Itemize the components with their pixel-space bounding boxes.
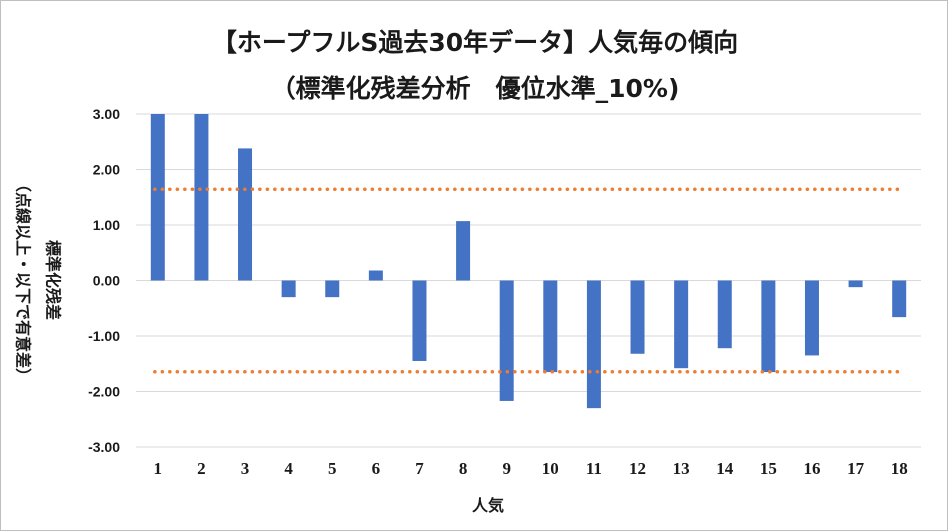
bar (804, 280, 819, 356)
bar (456, 221, 471, 281)
bar (281, 280, 296, 298)
x-tick-label: 1 (154, 459, 163, 478)
x-tick-label: 8 (459, 459, 468, 478)
x-tick-label: 16 (803, 459, 820, 478)
bar (325, 280, 340, 298)
x-tick-label: 6 (372, 459, 381, 478)
x-tick-labels: 1 2 3 4 5 6 7 8 9 10 11 12 13 14 15 16 17 18 (154, 459, 908, 478)
chart-title: 【ホープフルS過去30年データ】人気毎の傾向 (212, 28, 738, 57)
y-tick-label: 3.00 (93, 106, 120, 122)
bar (674, 280, 689, 369)
x-tick-label: 5 (328, 459, 337, 478)
y-tick-labels: 3.00 2.00 1.00 0.00 -1.00 -2.00 -3.00 (88, 106, 120, 455)
x-tick-label: 9 (502, 459, 511, 478)
bar (630, 280, 645, 354)
bar (368, 270, 383, 281)
bar (150, 114, 165, 281)
y-tick-label: 1.00 (93, 217, 120, 233)
significance-lines (153, 187, 904, 374)
bars (150, 114, 907, 409)
y-axis-label: 標準化残差 (44, 240, 63, 320)
bar (543, 280, 558, 373)
x-tick-label: 4 (284, 459, 293, 478)
bar (194, 114, 209, 281)
x-tick-label: 10 (542, 459, 559, 478)
x-tick-label: 3 (241, 459, 250, 478)
bar (892, 280, 907, 318)
x-tick-label: 18 (891, 459, 908, 478)
x-tick-label: 17 (847, 459, 865, 478)
y-tick-label: -1.00 (88, 328, 120, 344)
bar (761, 280, 776, 373)
gridlines (136, 113, 921, 448)
x-tick-label: 12 (629, 459, 646, 478)
y-tick-label: -2.00 (88, 384, 120, 400)
bar (412, 280, 427, 361)
bar (238, 148, 253, 281)
y-tick-label: 2.00 (93, 162, 120, 178)
y-tick-label: -3.00 (88, 439, 120, 455)
x-tick-label: 7 (415, 459, 424, 478)
chart-subtitle: （標準化残差分析 優位水準_10%) (271, 74, 680, 103)
bar (717, 280, 732, 349)
x-axis-label: 人気 (472, 496, 504, 515)
x-tick-label: 2 (197, 459, 206, 478)
x-tick-label: 13 (673, 459, 690, 478)
bar (499, 280, 514, 401)
bar (586, 280, 601, 409)
y-tick-label: 0.00 (93, 273, 120, 289)
y-axis-note: （点線以上・以下で有意差） (14, 176, 33, 384)
x-tick-label: 14 (716, 459, 734, 478)
x-tick-label: 11 (586, 459, 602, 478)
bar (848, 280, 863, 288)
x-tick-label: 15 (760, 459, 777, 478)
